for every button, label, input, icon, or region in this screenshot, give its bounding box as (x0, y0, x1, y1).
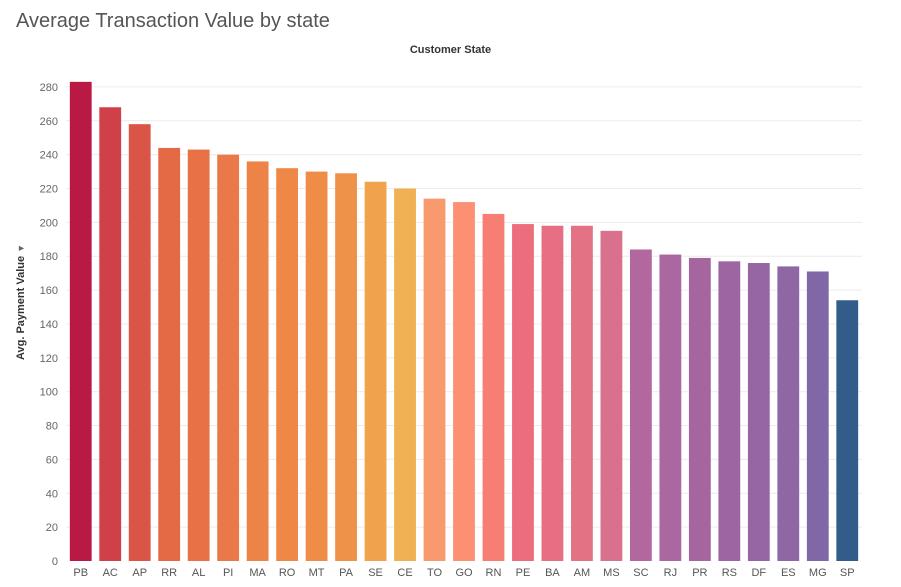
bar-pe[interactable] (512, 224, 534, 561)
chart-title: Average Transaction Value by state (16, 10, 330, 32)
y-tick-label: 20 (46, 522, 58, 534)
x-tick-label: SE (368, 567, 383, 579)
y-tick-label: 260 (40, 116, 58, 128)
bar-ms[interactable] (600, 230, 623, 561)
x-tick-label: PE (516, 567, 531, 579)
x-tick-label: TO (427, 567, 443, 579)
y-tick-label: 60 (46, 454, 58, 466)
bar-rr[interactable] (158, 147, 181, 561)
column-header[interactable]: Customer State (409, 44, 492, 56)
x-tick-label: MS (603, 567, 620, 579)
y-tick-label: 40 (46, 488, 58, 500)
bar-es[interactable] (777, 266, 800, 561)
x-axis: PB AC AP RR AL PI MA RO MT PA SE CE TO GO RN PE BA AM MS SC… (73, 567, 854, 579)
y-tick-label: 120 (40, 353, 58, 365)
bar-mg[interactable] (806, 271, 829, 561)
x-tick-label: AL (192, 567, 205, 579)
y-tick-label: 80 (46, 421, 58, 433)
bar-sp[interactable] (836, 300, 859, 561)
x-tick-label: MA (249, 567, 266, 579)
bar-ce[interactable] (394, 188, 416, 561)
y-tick-label: 200 (40, 217, 58, 229)
bar-ro[interactable] (276, 168, 299, 561)
bar-to[interactable] (423, 198, 446, 562)
y-tick-label: 140 (40, 319, 58, 331)
bar-ap[interactable] (128, 124, 151, 561)
bar-ac[interactable] (99, 107, 122, 561)
x-tick-label: RS (722, 567, 737, 579)
bar-rn[interactable] (482, 213, 505, 561)
bar-am[interactable] (571, 225, 593, 562)
bar-al[interactable] (187, 149, 210, 561)
bar-sc[interactable] (629, 249, 652, 561)
bar-ma[interactable] (246, 161, 269, 561)
x-tick-label: AM (574, 567, 591, 579)
x-tick-label: DF (751, 567, 766, 579)
x-tick-label: MG (809, 567, 827, 579)
bar-ba[interactable] (541, 225, 564, 562)
bar-rj[interactable] (659, 254, 682, 561)
x-tick-label: CE (397, 567, 412, 579)
y-tick-label: 240 (40, 150, 58, 162)
bar-mt[interactable] (305, 171, 328, 561)
x-tick-label: RR (161, 567, 177, 579)
y-tick-label: 160 (40, 285, 58, 297)
bar-se[interactable] (364, 181, 387, 562)
x-tick-label: PB (73, 567, 88, 579)
y-tick-label: 220 (40, 184, 58, 196)
x-tick-label: MT (309, 567, 325, 579)
y-tick-label: 280 (40, 82, 58, 94)
y-tick-label: 0 (52, 556, 58, 568)
x-tick-label: PA (339, 567, 354, 579)
x-tick-label: AC (103, 567, 118, 579)
bar-pb[interactable] (69, 81, 92, 562)
x-tick-label: PI (223, 567, 233, 579)
x-tick-label: SP (840, 567, 855, 579)
x-tick-label: BA (545, 567, 560, 579)
x-tick-label: RO (279, 567, 296, 579)
y-axis: 0 20 40 60 80 100 120 140 160 180 200 220 240 260 280 (40, 82, 58, 568)
bar-go[interactable] (453, 202, 475, 561)
x-tick-label: GO (455, 567, 473, 579)
bar-df[interactable] (747, 263, 770, 561)
x-tick-label: AP (132, 567, 147, 579)
y-tick-label: 180 (40, 251, 58, 263)
x-tick-label: RJ (664, 567, 677, 579)
y-tick-label: 100 (40, 387, 58, 399)
bar-pr[interactable] (688, 257, 711, 561)
bar-rs[interactable] (718, 261, 741, 561)
bar-pi[interactable] (217, 154, 240, 562)
bars (69, 81, 859, 562)
x-tick-label: ES (781, 567, 796, 579)
bar-pa[interactable] (335, 173, 357, 562)
x-tick-label: RN (486, 567, 502, 579)
x-tick-label: SC (633, 567, 648, 579)
x-tick-label: PR (692, 567, 707, 579)
